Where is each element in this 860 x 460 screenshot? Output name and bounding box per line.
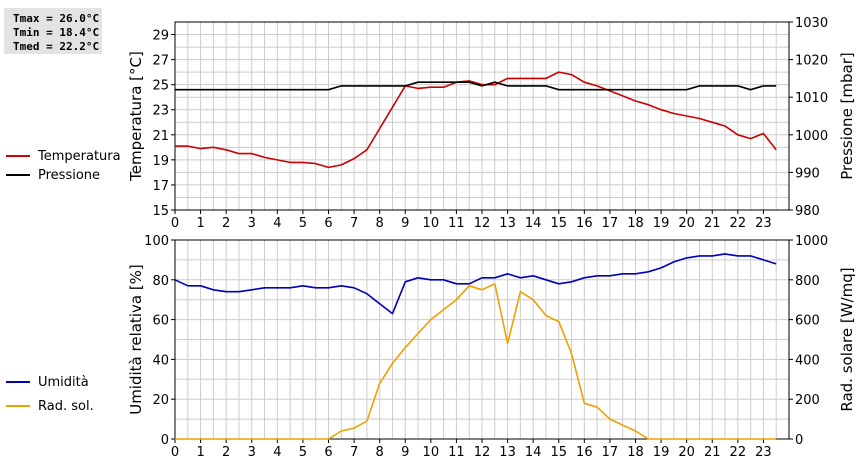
series-line-2-2 [175,282,777,440]
y2-tick-label: 1020 [795,54,828,69]
x-tick-label: 1 [196,445,204,460]
y2-tick-label: 980 [795,204,820,219]
x-tick-label: 2 [222,216,230,231]
y-tick-label: 19 [152,154,169,169]
y-tick-label: 29 [152,29,169,44]
x-tick-label: 23 [755,445,772,460]
x-tick-label: 19 [653,445,670,460]
y2-tick-label: 1000 [795,234,828,249]
x-tick-label: 4 [273,216,281,231]
x-tick-label: 20 [678,216,695,231]
x-tick-label: 18 [627,445,644,460]
y-tick-label: 100 [144,234,169,249]
x-tick-label: 21 [704,216,721,231]
y2-tick-label: 1010 [795,91,828,106]
x-tick-label: 15 [550,216,567,231]
x-tick-label: 18 [627,216,644,231]
y-tick-label: 25 [152,79,169,94]
y-tick-label: 20 [152,393,169,408]
x-tick-label: 17 [602,445,619,460]
legend-label: Temperatura [37,149,121,164]
chart-panel-2 [6,239,793,443]
x-tick-label: 4 [273,445,281,460]
series-line-1-1 [175,71,777,169]
y-tick-label: 27 [152,54,169,69]
x-tick-label: 0 [171,445,179,460]
tmed-text: Tmed = 22.2°C [13,40,100,53]
tmin-text: Tmin = 18.4°C [13,26,100,39]
y2-tick-label: 400 [795,353,820,368]
y-tick-label: 40 [152,353,169,368]
x-tick-label: 19 [653,216,670,231]
y-tick-label: 0 [161,433,169,448]
x-tick-label: 9 [401,445,409,460]
y-axis-label: Umidità relativa [%] [127,264,145,415]
y2-tick-label: 600 [795,314,820,329]
x-tick-label: 13 [499,445,516,460]
x-tick-label: 22 [730,445,747,460]
y2-tick-label: 1000 [795,129,828,144]
x-tick-label: 7 [350,216,358,231]
y2-tick-label: 0 [795,433,803,448]
x-tick-label: 13 [499,216,516,231]
x-tick-label: 12 [474,216,491,231]
legend-label: Umidità [38,375,89,390]
y-tick-label: 21 [152,129,169,144]
x-tick-label: 23 [755,216,772,231]
series-line-2-1 [174,253,777,315]
x-tick-label: 21 [704,445,721,460]
y2-tick-label: 800 [795,274,820,289]
x-tick-label: 12 [474,445,491,460]
x-tick-label: 2 [222,445,230,460]
y2-axis-label: Pressione [mbar] [838,52,856,180]
x-tick-label: 3 [248,445,256,460]
y2-tick-label: 990 [795,166,820,181]
tmax-text: Tmax = 26.0°C [13,12,100,25]
y2-tick-label: 1030 [795,16,828,31]
x-tick-label: 22 [730,216,747,231]
x-tick-label: 1 [196,216,204,231]
x-tick-label: 16 [576,445,593,460]
x-tick-label: 16 [576,216,593,231]
y2-tick-label: 200 [795,393,820,408]
x-tick-label: 5 [299,216,307,231]
x-tick-label: 0 [171,216,179,231]
x-tick-label: 15 [550,445,567,460]
x-tick-label: 6 [324,216,332,231]
x-tick-label: 5 [299,445,307,460]
x-tick-label: 7 [350,445,358,460]
legend-label: Pressione [38,168,100,183]
x-tick-label: 8 [376,445,384,460]
x-tick-label: 14 [525,216,542,231]
x-tick-label: 11 [448,445,465,460]
y-axis-label: Temperatura [°C] [127,51,145,182]
y-tick-label: 80 [152,274,169,289]
x-tick-label: 17 [602,216,619,231]
series-line-1-2 [175,81,777,91]
y-tick-label: 17 [152,179,169,194]
y-tick-label: 15 [152,204,169,219]
legend-label: Rad. sol. [38,399,94,414]
stats-box: Tmax = 26.0°C Tmin = 18.4°C Tmed = 22.2°… [4,8,102,54]
y-tick-label: 23 [152,104,169,119]
y2-axis-label: Rad. solare [W/mq] [838,267,856,411]
x-tick-label: 20 [678,445,695,460]
x-tick-label: 8 [376,216,384,231]
x-tick-label: 10 [423,445,440,460]
x-tick-label: 9 [401,216,409,231]
chart-panel-1 [6,21,793,214]
x-tick-label: 11 [448,216,465,231]
x-tick-label: 6 [324,445,332,460]
y-tick-label: 60 [152,314,169,329]
x-tick-label: 14 [525,445,542,460]
x-tick-label: 10 [423,216,440,231]
x-tick-label: 3 [248,216,256,231]
